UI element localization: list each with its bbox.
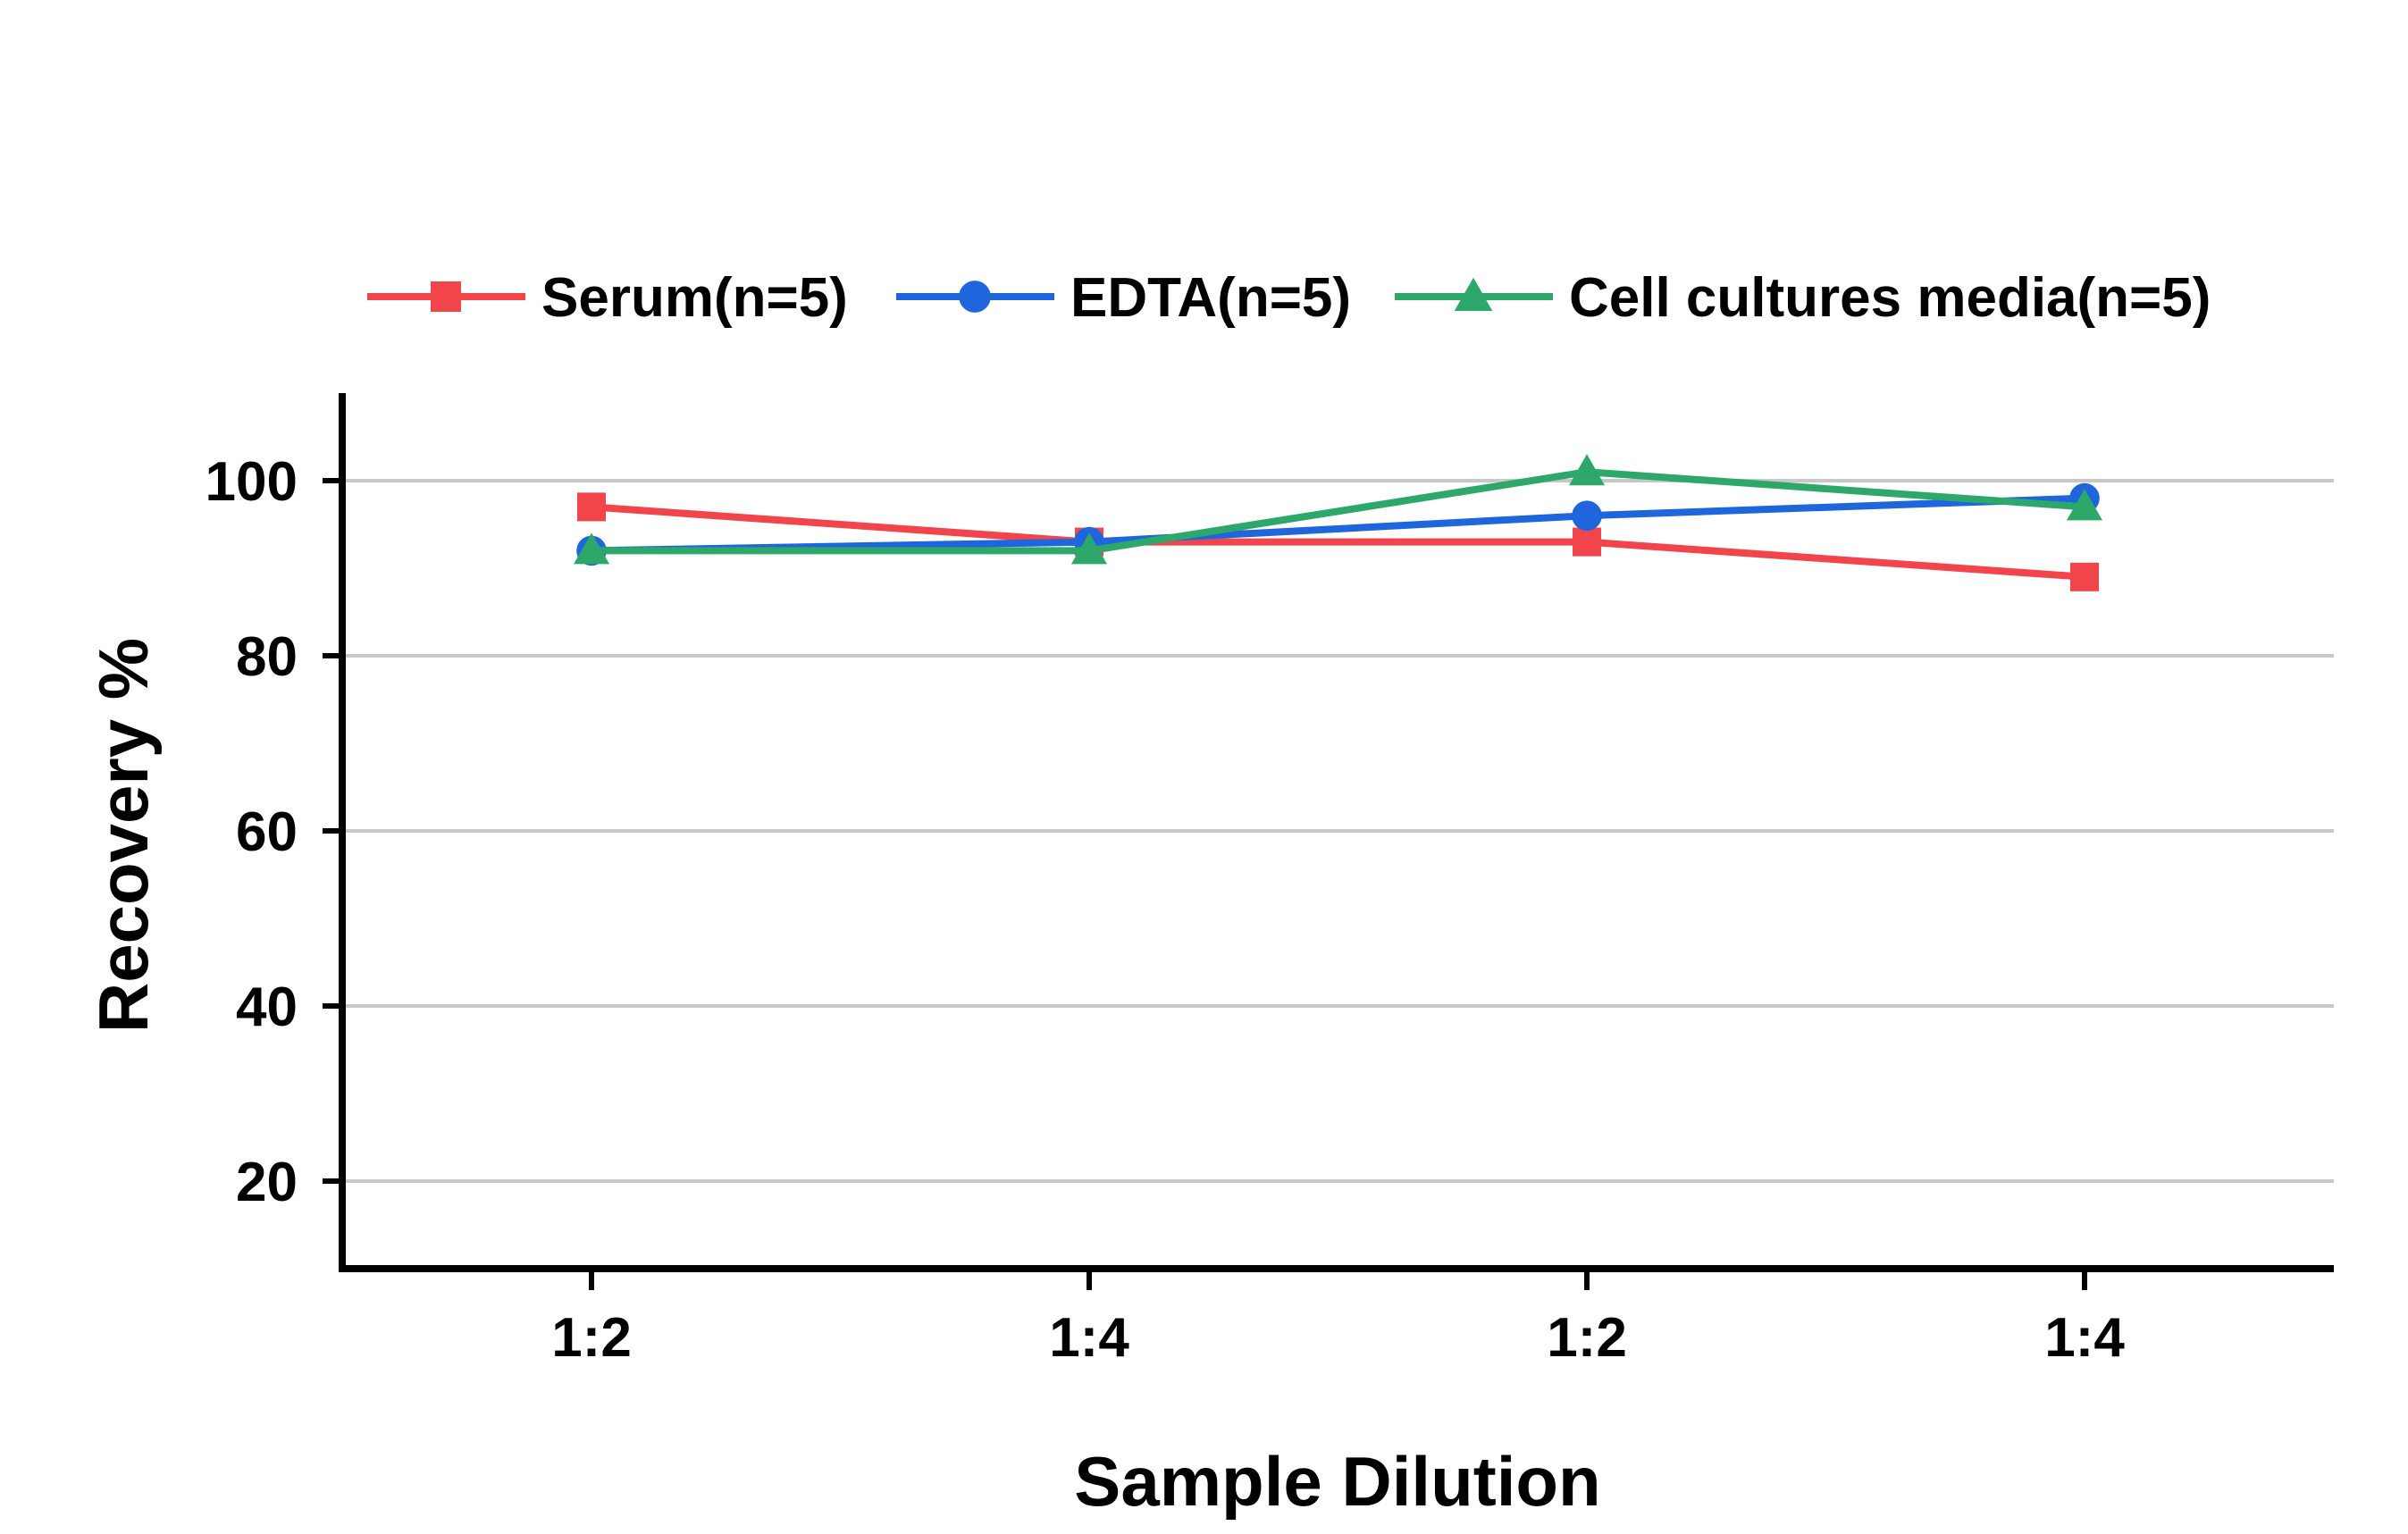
legend-label: Serum(n=5)	[541, 267, 848, 329]
series-2	[574, 454, 2102, 565]
y-ticks: 20 40 60 80 100	[206, 451, 342, 1213]
x-ticks: 1:2 1:4 1:2 1:4	[551, 1269, 2125, 1369]
series-line	[592, 468, 2085, 555]
legend-swatch-marker	[959, 281, 991, 313]
legend: Serum(n=5) EDTA(n=5) Cell cultures media(n…	[367, 267, 2211, 329]
gridlines	[342, 479, 2334, 1183]
series-line	[591, 503, 2085, 581]
data-point	[1572, 500, 1602, 531]
y-tick-label: 80	[236, 626, 298, 688]
data-point	[2067, 489, 2102, 521]
legend-swatch-marker	[431, 281, 461, 312]
data-point	[574, 532, 609, 565]
series-line	[591, 494, 2085, 555]
y-tick-label: 40	[236, 977, 298, 1038]
legend-entry-1: EDTA(n=5)	[896, 267, 1351, 329]
legend-label: EDTA(n=5)	[1070, 267, 1351, 329]
legend-swatch-marker	[1454, 277, 1493, 311]
x-tick-label: 1:2	[1547, 1307, 1627, 1369]
x-tick-label: 1:2	[551, 1307, 632, 1369]
legend-entry-0: Serum(n=5)	[367, 267, 848, 329]
x-axis-title: Sample Dilution	[1074, 1442, 1600, 1521]
legend-label: Cell cultures media(n=5)	[1569, 267, 2211, 329]
legend-entry-2: Cell cultures media(n=5)	[1395, 267, 2211, 329]
y-axis-title: Recovery %	[84, 638, 163, 1033]
y-tick-label: 100	[206, 451, 298, 513]
y-tick-label: 20	[236, 1152, 298, 1213]
data-point	[1071, 532, 1107, 565]
y-tick-label: 60	[236, 801, 298, 863]
series-layer	[574, 454, 2102, 591]
data-point	[1569, 454, 1605, 486]
x-tick-label: 1:4	[1049, 1307, 1129, 1369]
data-point	[2070, 562, 2099, 591]
data-point	[1573, 527, 1601, 557]
data-point	[577, 492, 606, 522]
x-tick-label: 1:4	[2044, 1307, 2125, 1369]
